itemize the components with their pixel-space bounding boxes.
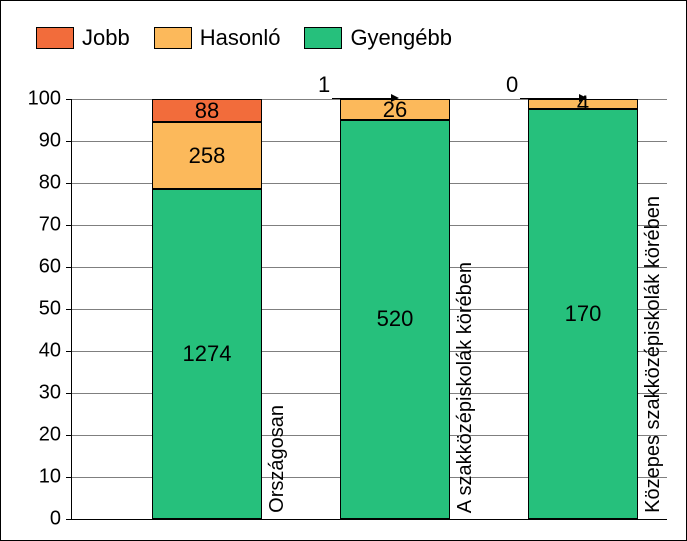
y-axis-label: 80 (11, 172, 61, 195)
bar-column: 265201 (340, 99, 450, 519)
legend-item-gyengebb: Gyengébb (304, 25, 452, 51)
y-axis-label: 0 (11, 508, 61, 531)
legend-swatch-hasonlo (154, 27, 192, 49)
y-axis-label: 60 (11, 256, 61, 279)
legend-label-hasonlo: Hasonló (200, 25, 281, 51)
bar-segment: 520 (340, 120, 450, 519)
y-tick (66, 267, 72, 268)
leader-arrow (391, 94, 399, 102)
chart-frame: Jobb Hasonló Gyengébb 88 258 1274 Országosa… (0, 0, 687, 541)
y-tick (66, 99, 72, 100)
bar-segment: 1274 (152, 189, 262, 519)
y-axis-label: 50 (11, 298, 61, 321)
legend: Jobb Hasonló Gyengébb (36, 25, 452, 51)
leader-line (520, 98, 583, 99)
bar-data-label: 520 (377, 306, 414, 332)
y-axis-label: 100 (11, 88, 61, 111)
legend-swatch-gyengebb (304, 27, 342, 49)
y-axis-label: 70 (11, 214, 61, 237)
y-tick (66, 393, 72, 394)
y-tick (66, 435, 72, 436)
bar-column: 41700 (528, 99, 638, 519)
bar-data-label: 170 (565, 301, 602, 327)
bar-data-label: 258 (189, 143, 226, 169)
legend-swatch-jobb (36, 27, 74, 49)
category-label: Országosan (266, 405, 289, 513)
y-tick (66, 477, 72, 478)
bar-segment: 170 (528, 109, 638, 519)
y-tick (66, 351, 72, 352)
y-axis-label: 10 (11, 466, 61, 489)
legend-item-jobb: Jobb (36, 25, 130, 51)
category-label: Közepes szakközépiskolák körében (642, 196, 665, 513)
bar-segment: 88 (152, 99, 262, 122)
leader-line (332, 98, 395, 99)
bar-top-outside-label: 1 (318, 72, 330, 98)
y-axis-label: 90 (11, 130, 61, 153)
bar-column: 88 258 1274 (152, 99, 262, 519)
y-tick (66, 309, 72, 310)
bar-data-label: 88 (195, 98, 219, 124)
legend-label-gyengebb: Gyengébb (350, 25, 452, 51)
bar-data-label: 1274 (183, 341, 232, 367)
leader-arrow (579, 94, 587, 102)
y-tick (66, 225, 72, 226)
plot-area: 882581274Országosan265201A szakközépisko… (71, 99, 667, 520)
legend-label-jobb: Jobb (82, 25, 130, 51)
y-axis-label: 30 (11, 382, 61, 405)
bar-top-outside-label: 0 (506, 72, 518, 98)
bar-segment: 258 (152, 122, 262, 189)
y-tick (66, 141, 72, 142)
y-tick (66, 519, 72, 520)
y-axis-label: 40 (11, 340, 61, 363)
legend-item-hasonlo: Hasonló (154, 25, 281, 51)
bar-segment: 26 (340, 99, 450, 119)
y-tick (66, 183, 72, 184)
category-label: A szakközépiskolák körében (454, 262, 477, 513)
y-axis-label: 20 (11, 424, 61, 447)
